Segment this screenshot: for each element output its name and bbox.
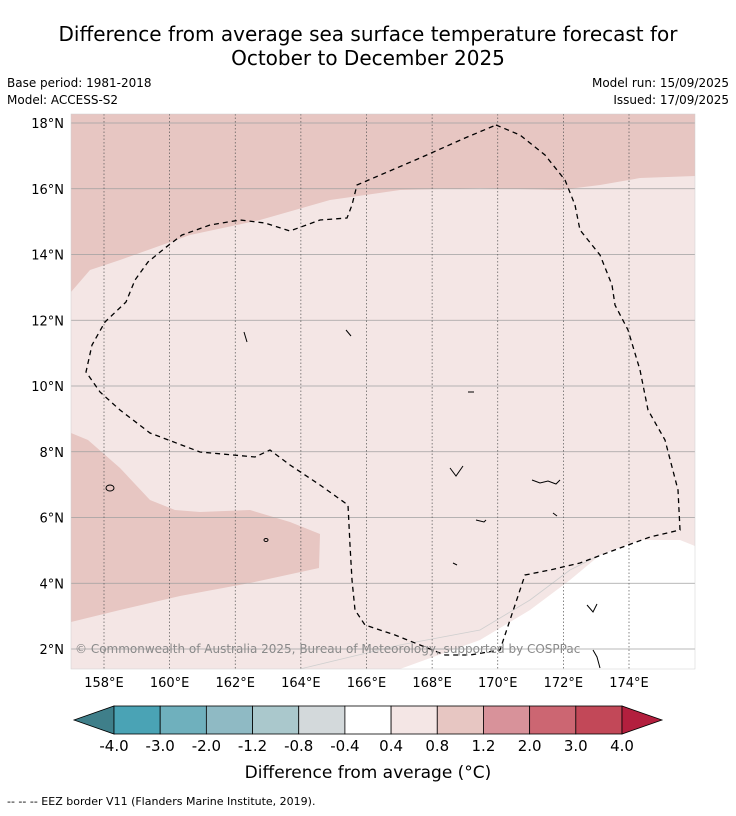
lon-tick-label: 172°E [544,676,584,691]
lon-tick-label: 158°E [84,676,124,691]
colorbar-swatch [483,705,531,735]
island-icon [592,649,601,669]
colorbar-tick-label: -1.2 [238,737,267,755]
colorbar-swatch [113,705,161,735]
anomaly-region-north-0.8-1.2 [71,114,695,292]
colorbar-tick-label: -0.4 [330,737,359,755]
anomaly-region-near-average [400,540,695,669]
island-icon [449,465,464,477]
island-icon [531,479,561,485]
meta-right: Model run: 15/09/2025 Issued: 17/09/2025 [592,75,729,109]
lat-tick-label: 12°N [31,314,64,329]
islands [105,329,601,669]
colorbar-swatch [159,705,207,735]
colorbar-tick-label: 2.0 [518,737,542,755]
longitude-tick-labels: 158°E 160°E 162°E 164°E 166°E 168°E 170°E 172°E… [84,676,649,691]
lat-tick-label: 6°N [40,512,65,527]
title-line-1: Difference from average sea surface temp… [58,22,678,46]
colorbar-tick-label: 3.0 [564,737,588,755]
lat-tick-label: 14°N [31,249,64,264]
colorbar-tick-label: 0.4 [379,737,403,755]
island-icon [345,329,352,337]
colorbar-tick-label: 1.2 [472,737,496,755]
meta-left: Base period: 1981-2018 Model: ACCESS-S2 [7,75,152,109]
island-icon [105,484,115,492]
lon-tick-label: 164°E [281,676,321,691]
map-gridlines [71,114,695,669]
island-icon [586,603,598,613]
lon-tick-label: 162°E [215,676,255,691]
colorbar-swatch [298,705,346,735]
lat-tick-label: 10°N [31,380,64,395]
colorbar-tick-label: -2.0 [192,737,221,755]
latitude-tick-labels: 18°N 16°N 14°N 12°N 10°N 8°N 6°N 4°N 2°N [31,117,64,658]
colorbar-tick-label: -4.0 [99,737,128,755]
map-plot-area: © Commonwealth of Australia 2025, Bureau… [71,114,695,669]
colorbar-tick-label: 0.8 [425,737,449,755]
lon-tick-label: 170°E [478,676,518,691]
model-run: Model run: 15/09/2025 [591,76,729,90]
colorbar-tick-label: 4.0 [610,737,634,755]
lon-tick-label: 168°E [412,676,452,691]
island-icon [263,538,269,542]
colorbar-swatch [205,705,253,735]
colorbar-low-arrow [72,705,115,735]
lon-tick-label: 160°E [150,676,190,691]
map-title: Difference from average sea surface temp… [0,22,736,70]
island-icon [243,331,248,343]
island-icon [552,512,558,517]
colorbar-high-arrow [621,705,664,735]
colorbar-swatch [529,705,577,735]
lat-tick-label: 16°N [31,183,64,198]
colorbar-tick-label: -0.8 [284,737,313,755]
colorbar-swatch [390,705,438,735]
colorbar-label: Difference from average (°C) [244,763,492,783]
colorbar-swatch [344,705,392,735]
eez-border [85,124,681,656]
colorbar: -4.0 -3.0 -2.0 -1.2 -0.8 -0.4 0.4 0.8 1.2 2.0 3.0 4… [72,705,664,755]
lat-tick-label: 2°N [40,643,65,658]
lon-tick-label: 174°E [609,676,649,691]
eez-footnote: -- -- -- EEZ border V11 (Flanders Marine… [7,795,316,808]
lat-tick-label: 18°N [31,117,64,132]
island-icon [475,519,487,523]
copyright-notice: © Commonwealth of Australia 2025, Bureau… [75,642,580,656]
colorbar-tick-label: -3.0 [146,737,175,755]
base-period: Base period: 1981-2018 [7,76,152,90]
colorbar-swatch [436,705,484,735]
anomaly-region-west-0.8-1.2 [71,433,320,622]
lon-tick-label: 166°E [347,676,387,691]
island-icon [452,562,458,566]
colorbar-swatch [252,705,300,735]
model-name: Model: ACCESS-S2 [7,93,119,107]
colorbar-swatch [575,705,623,735]
lat-tick-label: 4°N [40,577,65,592]
issued-date: Issued: 17/09/2025 [613,93,729,107]
lat-tick-label: 8°N [40,446,65,461]
title-line-2: October to December 2025 [231,46,505,70]
